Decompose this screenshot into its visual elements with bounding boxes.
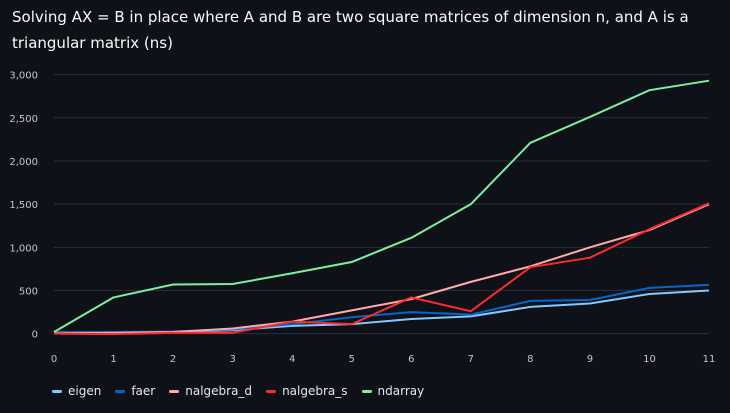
legend-item-nalgebra-s[interactable]: nalgebra_s <box>266 384 348 398</box>
legend-item-nalgebra-d[interactable]: nalgebra_d <box>169 384 252 398</box>
x-tick-label: 11 <box>703 354 716 365</box>
legend-item-faer[interactable]: faer <box>115 384 155 398</box>
y-tick-label: 1,500 <box>9 200 38 211</box>
series-line-ndarray[interactable] <box>53 79 710 333</box>
x-tick-label: 1 <box>110 354 116 365</box>
legend[interactable]: eigen faer nalgebra_d nalgebra_s ndarray <box>52 384 424 398</box>
x-tick-label: 2 <box>170 354 176 365</box>
x-tick-label: 7 <box>468 354 474 365</box>
x-tick-label: 0 <box>51 354 57 365</box>
y-tick-label: 0 <box>32 330 38 341</box>
x-axis-ticks: 0 1 2 3 4 5 6 7 8 9 10 11 <box>51 354 716 365</box>
legend-label: eigen <box>68 384 102 398</box>
x-tick-label: 6 <box>408 354 414 365</box>
legend-swatch <box>361 389 372 393</box>
x-tick-label: 10 <box>643 354 656 365</box>
legend-label: nalgebra_s <box>282 384 348 398</box>
series-line-nalgebra-s[interactable] <box>53 202 710 336</box>
y-axis-ticks: 0 500 1,000 1,500 2,000 2,500 3,000 <box>9 71 38 341</box>
legend-item-ndarray[interactable]: ndarray <box>361 384 425 398</box>
legend-swatch <box>52 389 62 393</box>
x-tick-label: 4 <box>289 354 295 365</box>
y-tick-label: 3,000 <box>9 71 38 82</box>
legend-item-eigen[interactable]: eigen <box>52 384 101 398</box>
legend-swatch <box>115 389 126 393</box>
chart-title: Solving AX = B in place where A and B ar… <box>12 8 689 52</box>
legend-swatch <box>266 389 277 393</box>
x-tick-label: 5 <box>349 354 355 365</box>
legend-label: faer <box>131 384 156 398</box>
y-tick-label: 2,500 <box>9 114 38 125</box>
x-tick-label: 3 <box>229 354 235 365</box>
legend-label: ndarray <box>377 384 425 398</box>
series-lines <box>53 79 710 336</box>
legend-label: nalgebra_d <box>185 384 253 398</box>
y-tick-label: 500 <box>19 287 38 298</box>
x-tick-label: 9 <box>587 354 593 365</box>
y-tick-label: 2,000 <box>9 157 38 168</box>
x-tick-label: 8 <box>527 354 533 365</box>
gridlines <box>54 74 709 335</box>
y-tick-label: 1,000 <box>9 243 38 254</box>
series-line-faer[interactable] <box>54 283 710 333</box>
legend-swatch <box>169 389 180 393</box>
